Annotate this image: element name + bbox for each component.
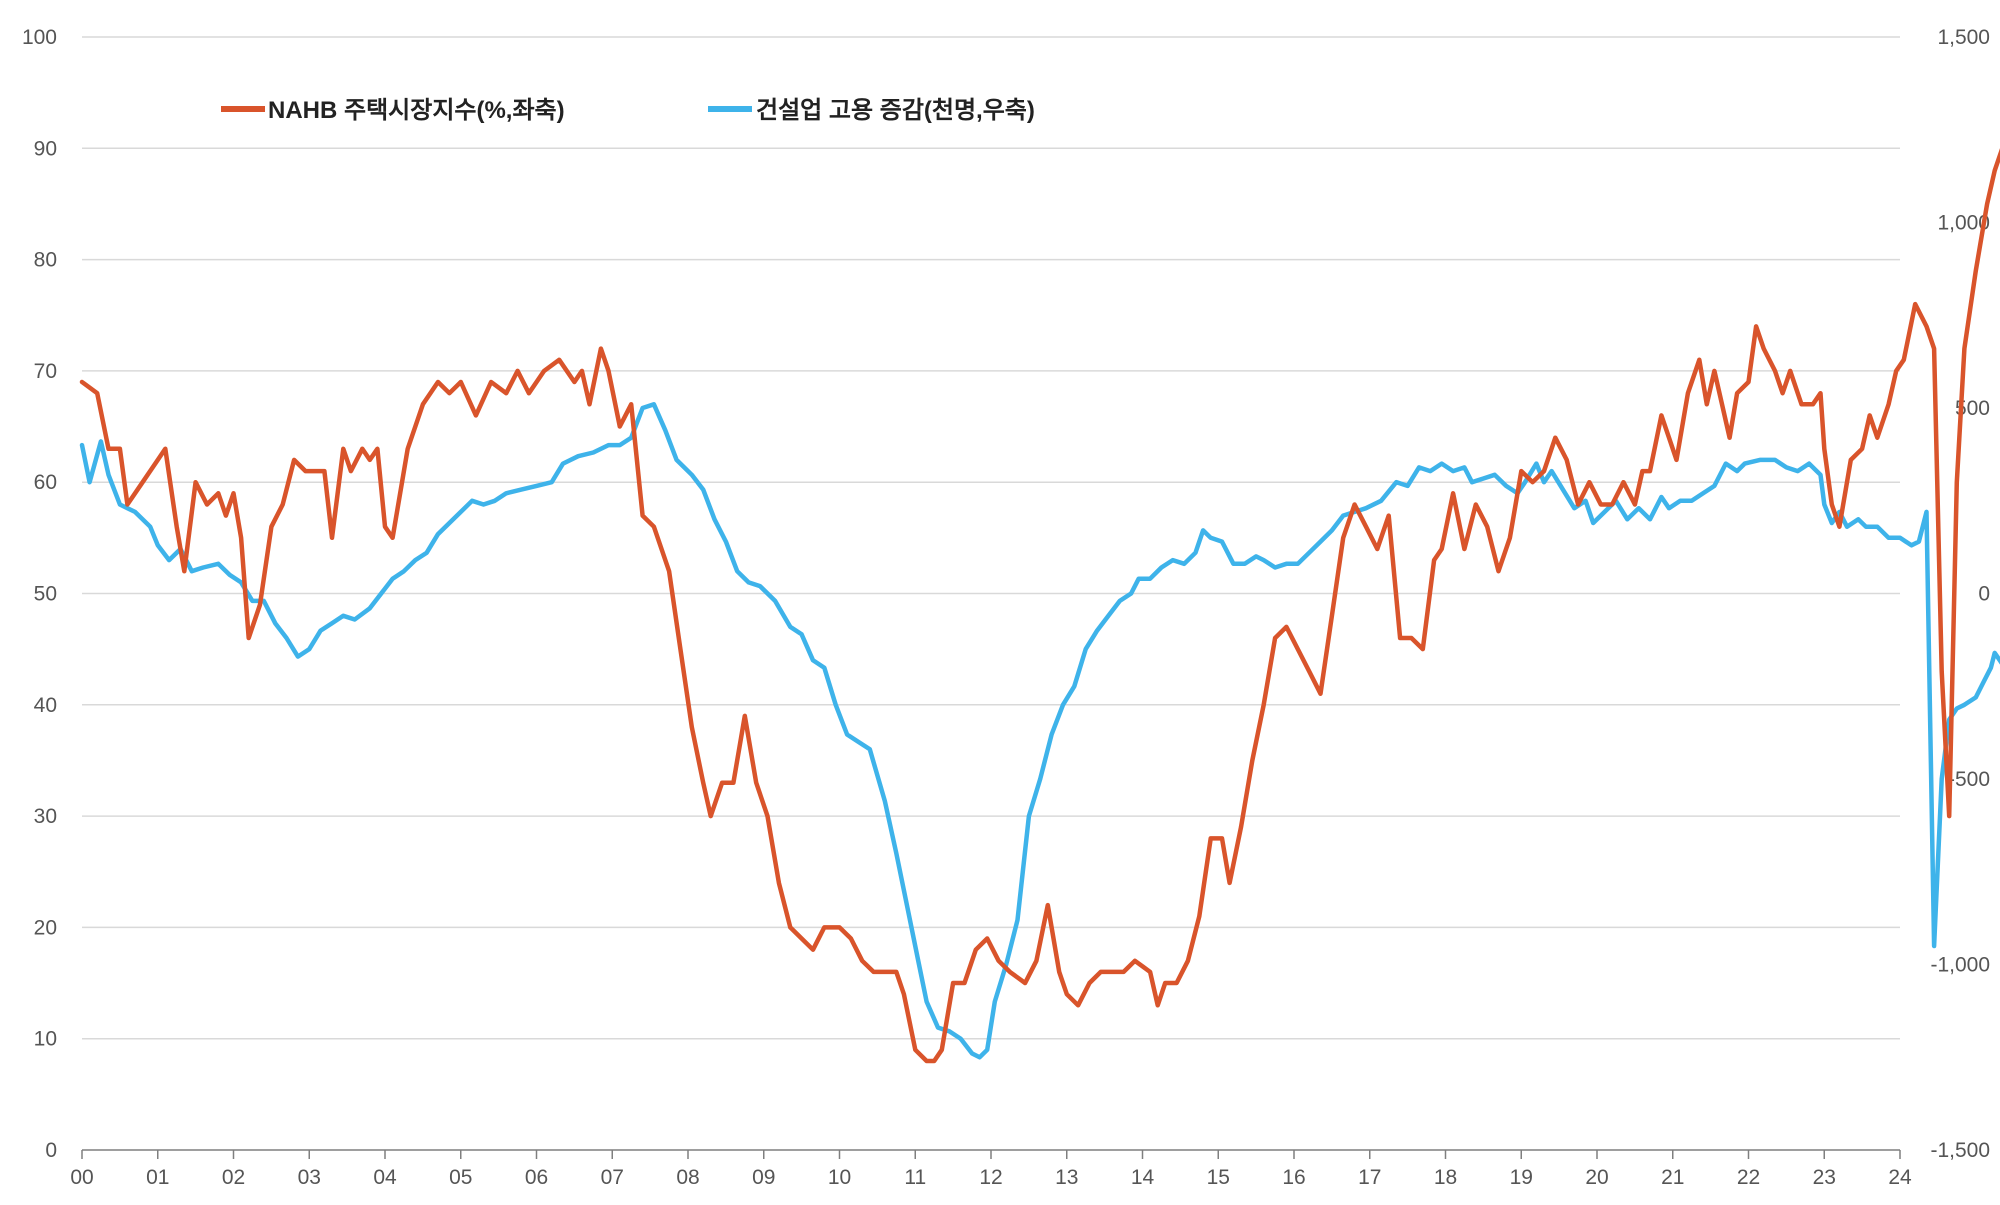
x-tick-label: 09	[752, 1166, 775, 1189]
x-tick-label: 12	[979, 1166, 1002, 1189]
x-tick-label: 19	[1510, 1166, 1533, 1189]
x-tick-label: 02	[222, 1166, 245, 1189]
left-y-tick-label: 10	[34, 1028, 57, 1051]
x-tick-label: 17	[1358, 1166, 1381, 1189]
series-lines	[79, 148, 2000, 1064]
left-y-tick-label: 70	[34, 360, 57, 383]
left-y-tick-label: 80	[34, 249, 57, 272]
left-y-tick-label: 60	[34, 471, 57, 494]
x-tick-label: 08	[676, 1166, 699, 1189]
x-tick-label: 03	[298, 1166, 321, 1189]
legend: NAHB 주택시장지수(%,좌축) 건설업 고용 증감(천명,우축)	[221, 97, 1035, 124]
right-y-tick-label: -500	[1948, 768, 1990, 791]
x-tick-label: 23	[1813, 1166, 1836, 1189]
right-y-axis-ticks: -1,500 -1,000 -500 0 500 1,000 1,500	[1930, 26, 1990, 1162]
legend-label-nahb: NAHB 주택시장지수(%,좌축)	[268, 97, 565, 124]
left-y-axis-ticks: 0 10 20 30 40 50 60 70 80 90 100	[22, 26, 57, 1162]
series-line-construction	[79, 402, 2000, 1060]
x-tick-label: 00	[70, 1166, 93, 1189]
x-tick-label: 22	[1737, 1166, 1760, 1189]
left-y-tick-label: 20	[34, 916, 57, 939]
x-axis: 00 01 02 03 04 05 06 07 08 09 10 11 12 13 14 15 16 17 18 19…	[70, 1149, 1912, 1189]
left-y-tick-label: 100	[22, 26, 57, 49]
left-y-tick-label: 40	[34, 694, 57, 717]
x-tick-label: 14	[1131, 1166, 1155, 1189]
x-tick-label: 24	[1888, 1166, 1912, 1189]
x-tick-label: 15	[1207, 1166, 1230, 1189]
left-y-tick-label: 30	[34, 805, 57, 828]
legend-item-nahb: NAHB 주택시장지수(%,좌축)	[221, 97, 565, 124]
x-tick-label: 07	[601, 1166, 624, 1189]
left-y-tick-label: 50	[34, 583, 57, 606]
gridlines	[82, 36, 1900, 1040]
legend-item-construction: 건설업 고용 증감(천명,우축)	[708, 97, 1035, 124]
right-y-tick-label: -1,500	[1930, 1139, 1990, 1162]
left-y-tick-label: 90	[34, 137, 57, 160]
right-y-tick-label: -1,000	[1930, 954, 1990, 977]
series-line-nahb	[79, 148, 2000, 1064]
x-tick-label: 06	[525, 1166, 548, 1189]
left-y-tick-label: 0	[45, 1139, 57, 1162]
x-tick-label: 10	[828, 1166, 851, 1189]
x-tick-label: 13	[1055, 1166, 1078, 1189]
x-tick-label: 18	[1434, 1166, 1457, 1189]
right-y-tick-label: 1,500	[1937, 26, 1990, 49]
x-tick-label: 21	[1661, 1166, 1684, 1189]
right-y-tick-label: 1,000	[1937, 212, 1990, 235]
right-y-tick-label: 0	[1978, 583, 1990, 606]
x-tick-label: 01	[146, 1166, 169, 1189]
x-tick-label: 04	[373, 1166, 397, 1189]
legend-label-construction: 건설업 고용 증감(천명,우축)	[756, 97, 1035, 124]
x-tick-label: 20	[1585, 1166, 1608, 1189]
x-tick-label: 11	[904, 1166, 926, 1189]
right-y-tick-label: 500	[1955, 397, 1990, 420]
x-tick-label: 05	[449, 1166, 472, 1189]
x-tick-label: 16	[1282, 1166, 1305, 1189]
